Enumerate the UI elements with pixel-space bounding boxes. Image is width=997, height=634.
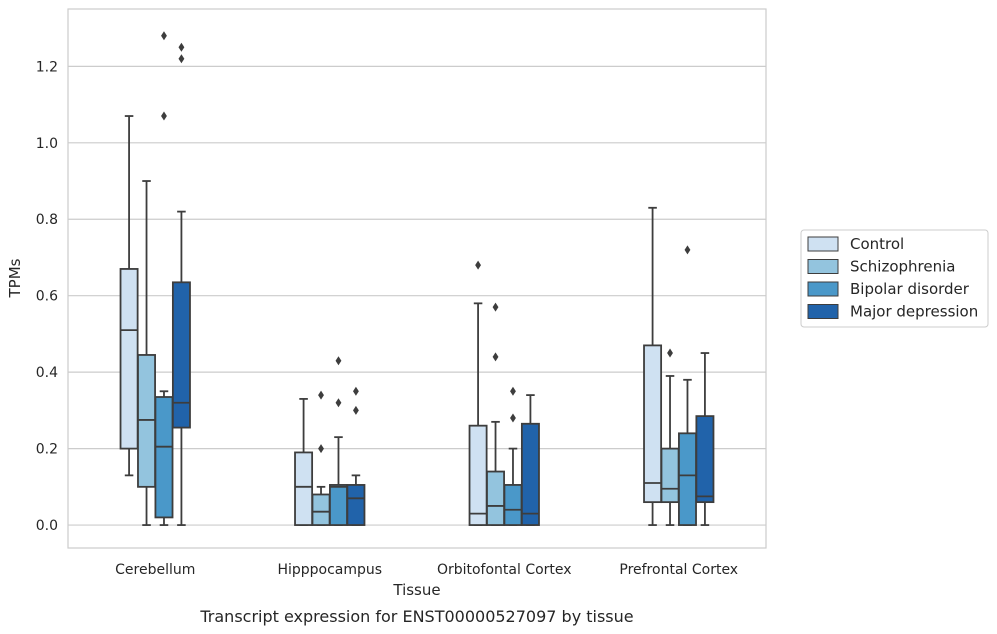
y-axis-title: TPMs xyxy=(6,258,24,298)
y-tick-label: 1.0 xyxy=(36,136,58,152)
y-tick-label: 0.6 xyxy=(36,289,58,305)
box-iqr xyxy=(329,484,348,526)
outlier-point xyxy=(510,386,516,396)
legend-label: Control xyxy=(850,235,904,253)
box-iqr xyxy=(503,484,523,526)
outlier-point xyxy=(353,386,359,396)
outlier-point xyxy=(353,405,359,415)
outlier-point xyxy=(684,245,691,255)
y-axis-ticks: 0.0 0.2 0.4 0.6 0.8 1.0 1.2 xyxy=(36,59,58,534)
box xyxy=(137,180,156,526)
box-iqr xyxy=(137,354,156,488)
x-axis-ticks: Cerebellum Hipppocampus Orbitofontal Corte… xyxy=(115,562,738,578)
outlier-point xyxy=(335,398,342,408)
outlier-point xyxy=(161,111,167,121)
outlier-point xyxy=(492,352,499,362)
box-iqr xyxy=(154,396,174,519)
outlier-point xyxy=(335,356,342,366)
x-tick-label: Hipppocampus xyxy=(277,562,382,578)
outlier-point xyxy=(178,42,185,52)
box xyxy=(486,302,505,526)
box xyxy=(660,348,680,526)
box xyxy=(329,356,348,526)
x-tick-label: Orbitofontal Cortex xyxy=(437,562,572,578)
plot-frame xyxy=(67,8,767,549)
outlier-point xyxy=(178,54,185,64)
box-iqr xyxy=(311,493,331,526)
box-iqr xyxy=(678,432,697,526)
box xyxy=(503,386,523,526)
box xyxy=(154,31,174,526)
outlier-point xyxy=(475,260,481,270)
legend: Control Schizophrenia Bipolar disorder Majo… xyxy=(800,229,989,328)
series-control xyxy=(119,115,663,526)
box xyxy=(695,352,715,526)
y-tick-label: 0.4 xyxy=(36,365,58,381)
box xyxy=(678,245,697,526)
x-axis-title: Tissue xyxy=(392,581,440,599)
outlier-point xyxy=(318,390,324,400)
y-tick-label: 0.0 xyxy=(36,518,58,534)
box-iqr xyxy=(468,424,488,526)
legend-swatch xyxy=(807,259,839,274)
legend-label: Bipolar disorder xyxy=(850,280,970,298)
box-groups xyxy=(119,31,715,526)
box-iqr xyxy=(294,451,314,526)
legend-frame xyxy=(800,229,989,328)
box xyxy=(643,206,663,526)
box-iqr xyxy=(660,447,680,504)
box xyxy=(311,390,331,526)
x-tick-label: Cerebellum xyxy=(115,562,195,578)
box-iqr xyxy=(486,470,505,526)
legend-swatch xyxy=(807,304,839,319)
outlier-point xyxy=(510,413,516,423)
outlier-point xyxy=(318,444,324,454)
y-tick-label: 0.8 xyxy=(36,212,58,228)
box-iqr xyxy=(171,281,191,429)
legend-swatch xyxy=(807,236,839,252)
y-tick-label: 1.2 xyxy=(36,59,58,75)
box-iqr xyxy=(346,484,366,526)
box xyxy=(171,42,191,526)
box-iqr xyxy=(695,415,715,504)
series-major-depression xyxy=(171,42,715,526)
x-tick-label: Prefrontal Cortex xyxy=(619,562,738,578)
box xyxy=(468,260,488,526)
series-schizophrenia xyxy=(137,180,680,526)
chart-caption: Transcript expression for ENST0000052709… xyxy=(199,607,633,626)
box-iqr xyxy=(643,344,663,504)
outlier-point xyxy=(161,31,167,41)
outlier-point xyxy=(667,348,673,358)
legend-label: Major depression xyxy=(850,303,978,321)
box xyxy=(119,115,139,477)
box-iqr xyxy=(520,422,540,526)
series-bipolar-disorder xyxy=(154,31,697,526)
y-tick-label: 0.2 xyxy=(36,442,58,458)
box-iqr xyxy=(119,268,139,450)
box xyxy=(520,394,540,526)
legend-label: Schizophrenia xyxy=(850,258,955,276)
outlier-point xyxy=(492,302,499,312)
box xyxy=(346,386,366,526)
legend-swatch xyxy=(807,281,839,297)
box xyxy=(294,398,314,526)
